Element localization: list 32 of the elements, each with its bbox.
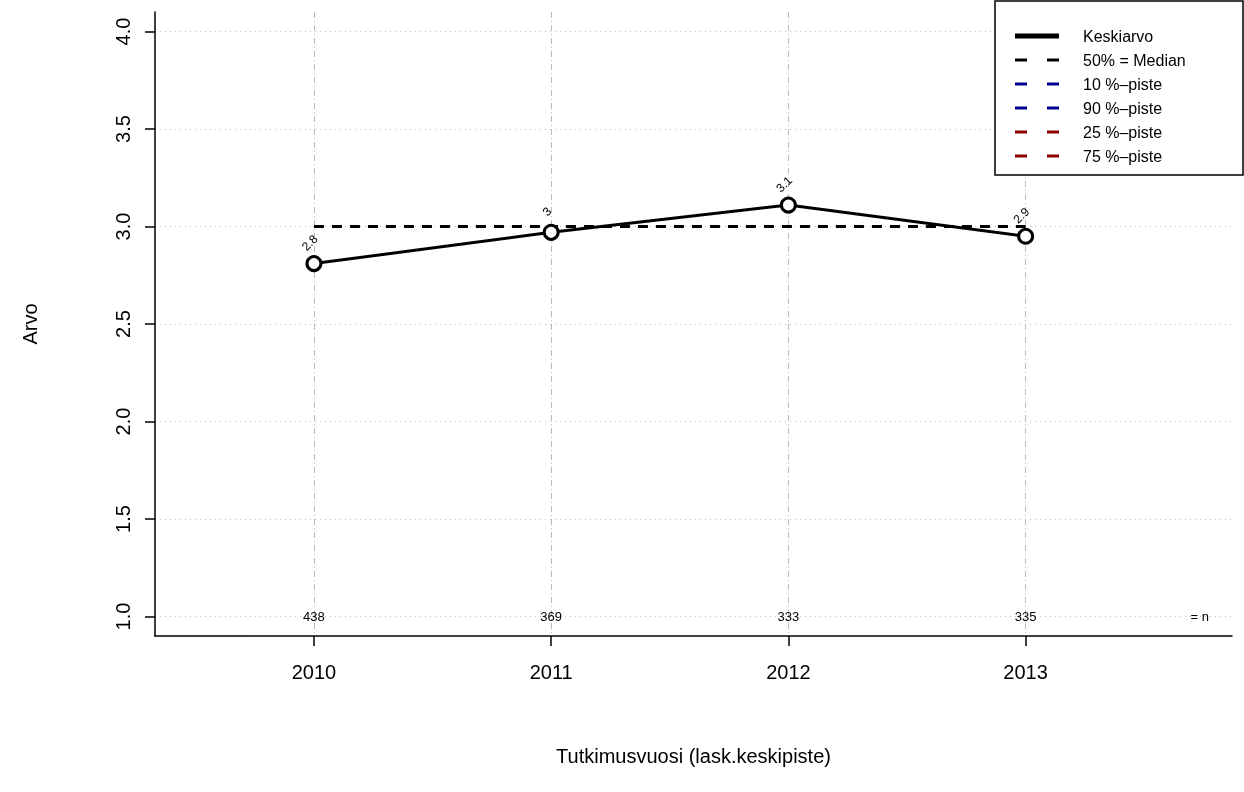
x-tick-label: 2011	[529, 661, 573, 683]
annotation: 438	[303, 609, 325, 624]
y-tick-label: 2.0	[112, 407, 134, 436]
point	[305, 255, 323, 273]
legend-label: Keskiarvo	[1083, 27, 1154, 45]
point	[1017, 227, 1035, 245]
x-axis-title: Tutkimusvuosi (lask.keskipiste)	[556, 745, 831, 767]
data-label: 3	[539, 204, 555, 219]
annotation: 335	[1014, 609, 1037, 624]
legend-label: 10 %–piste	[1083, 75, 1163, 93]
point	[779, 196, 797, 214]
y-tick-label: 3.5	[112, 115, 134, 143]
data-label: 3.1	[773, 173, 796, 196]
y-tick-label: 1.0	[112, 602, 134, 631]
legend-label: 50% = Median	[1083, 51, 1186, 69]
y-tick-label: 4.0	[112, 17, 134, 46]
annotation: 333	[777, 609, 800, 624]
point	[542, 223, 560, 241]
y-axis-title: Arvo	[19, 303, 41, 345]
x-tick-label: 2013	[1003, 661, 1048, 683]
annotation: 369	[540, 609, 563, 624]
data-label: 2.8	[298, 231, 321, 254]
x-tick-label: 2012	[766, 661, 811, 683]
legend-label: 75 %–piste	[1083, 147, 1163, 165]
data-label: 2.9	[1010, 204, 1033, 227]
legend-label: 25 %–piste	[1083, 123, 1163, 141]
y-tick-label: 2.5	[112, 310, 134, 338]
y-tick-label: 1.5	[112, 505, 134, 533]
y-tick-label: 3.0	[112, 212, 134, 241]
annotation: = n	[1190, 609, 1209, 624]
legend-label: 90 %–piste	[1083, 99, 1163, 117]
x-tick-label: 2010	[291, 661, 337, 683]
